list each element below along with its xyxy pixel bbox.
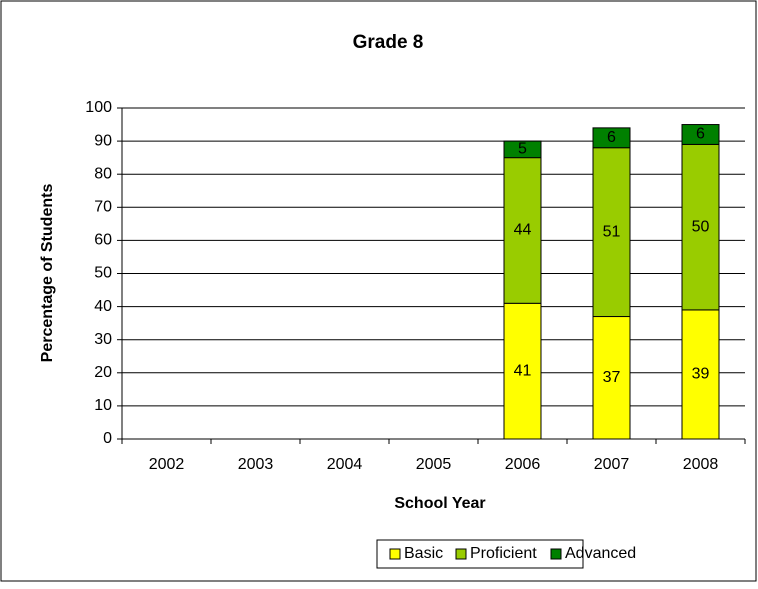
x-tick-label: 2008: [683, 456, 719, 473]
bar-segment: [592, 127, 631, 149]
y-tick-label: 20: [94, 364, 112, 381]
legend-swatch: [389, 548, 401, 560]
x-tick-label: 2004: [327, 456, 363, 473]
bar-segment: [503, 140, 542, 159]
legend-label: Advanced: [565, 545, 636, 562]
x-tick-label: 2006: [505, 456, 541, 473]
y-tick-label: 30: [94, 331, 112, 348]
bar-segment: [592, 316, 631, 440]
y-tick-label: 90: [94, 132, 112, 149]
y-tick-label: 80: [94, 165, 112, 182]
bar-segment: [681, 143, 720, 311]
legend-label: Basic: [404, 545, 443, 562]
legend-swatch: [550, 548, 562, 560]
legend-label: Proficient: [470, 545, 537, 562]
data-label: 6: [696, 126, 705, 143]
chart-title: Grade 8: [353, 32, 424, 53]
y-axis-title: Percentage of Students: [39, 184, 56, 363]
data-label: 51: [603, 223, 621, 240]
x-tick-label: 2003: [238, 456, 274, 473]
y-tick-label: 60: [94, 232, 112, 249]
y-tick-label: 70: [94, 199, 112, 216]
data-label: 39: [692, 366, 710, 383]
x-tick-label: 2005: [416, 456, 452, 473]
bar-segment: [681, 309, 720, 440]
data-label: 41: [514, 362, 532, 379]
bar-segment: [503, 157, 542, 304]
y-tick-label: 0: [103, 430, 112, 447]
y-tick-label: 50: [94, 265, 112, 282]
y-tick-label: 10: [94, 397, 112, 414]
y-tick-label: 40: [94, 298, 112, 315]
data-label: 5: [518, 141, 527, 158]
data-label: 50: [692, 218, 710, 235]
x-axis-title: School Year: [394, 495, 485, 512]
bar-segment: [592, 147, 631, 318]
legend-box: [376, 539, 584, 569]
data-label: 37: [603, 369, 621, 386]
x-tick-label: 2002: [149, 456, 185, 473]
bar-segment: [681, 124, 720, 145]
data-label: 44: [514, 222, 532, 239]
legend-swatch: [455, 548, 467, 560]
data-label: 6: [607, 129, 616, 146]
y-tick-label: 100: [85, 99, 112, 116]
x-tick-label: 2007: [594, 456, 630, 473]
